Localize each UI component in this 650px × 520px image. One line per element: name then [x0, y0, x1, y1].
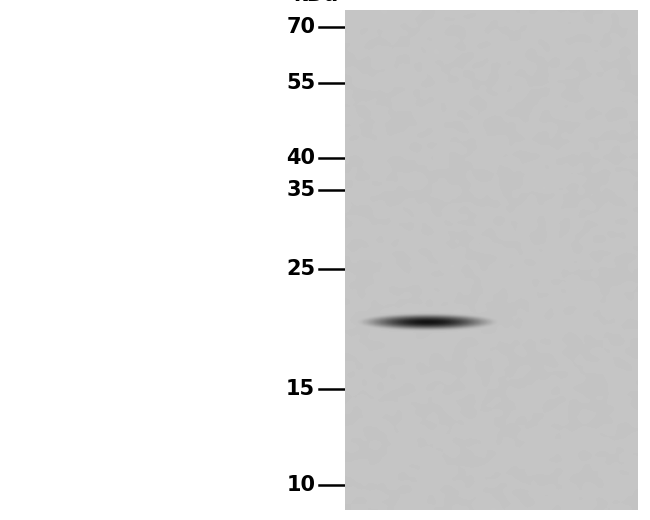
Text: 25: 25 — [286, 259, 315, 279]
Text: kDa: kDa — [293, 0, 338, 5]
Text: 10: 10 — [286, 475, 315, 495]
Text: 35: 35 — [286, 180, 315, 200]
Text: 70: 70 — [286, 17, 315, 36]
Text: 55: 55 — [286, 73, 315, 94]
Text: 40: 40 — [286, 148, 315, 168]
Text: 15: 15 — [286, 379, 315, 399]
